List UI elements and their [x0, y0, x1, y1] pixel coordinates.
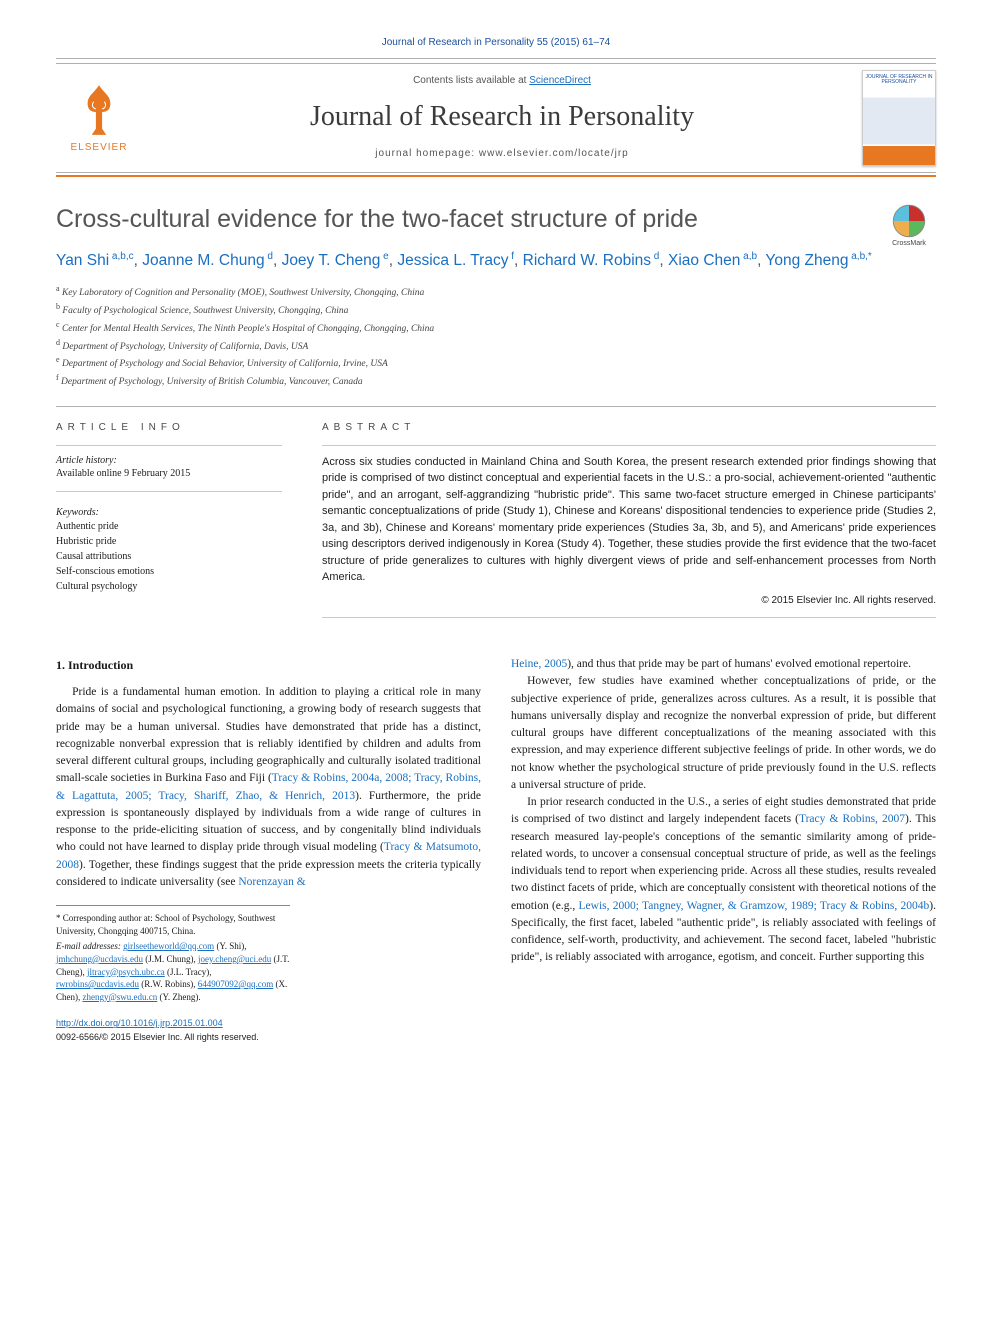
running-head: Journal of Research in Personality 55 (2…: [56, 36, 936, 50]
author-link[interactable]: Jessica L. Tracy: [397, 252, 508, 269]
publisher-name: ELSEVIER: [71, 141, 128, 155]
email-link[interactable]: zhengy@swu.edu.cn: [83, 992, 158, 1002]
body-text: ). This research measured lay-people's c…: [511, 813, 936, 911]
info-rule: [56, 491, 282, 492]
abstract-text: Across six studies conducted in Mainland…: [322, 454, 936, 586]
column-right: Heine, 2005), and thus that pride may be…: [511, 656, 936, 1044]
contents-line: Contents lists available at ScienceDirec…: [152, 74, 852, 88]
body-text: ), and thus that pride may be part of hu…: [567, 658, 911, 670]
keywords-label: Keywords:: [56, 506, 282, 520]
doi-block: http://dx.doi.org/10.1016/j.jrp.2015.01.…: [56, 1017, 481, 1044]
paragraph: Heine, 2005), and thus that pride may be…: [511, 656, 936, 673]
citation-link[interactable]: Lewis, 2000; Tangney, Wagner, & Gramzow,…: [579, 900, 930, 912]
author-link[interactable]: Joanne M. Chung: [142, 252, 264, 269]
body-text: However, few studies have examined wheth…: [511, 675, 936, 791]
affiliation-line: e Department of Psychology and Social Be…: [56, 354, 936, 372]
author-affil-marker: a,b: [740, 251, 757, 262]
info-rule: [322, 445, 936, 446]
author-link[interactable]: Joey T. Cheng: [282, 252, 381, 269]
author-link[interactable]: Yan Shi: [56, 252, 109, 269]
email-who: (J.M. Chung): [145, 954, 193, 964]
keyword-item: Hubristic pride: [56, 534, 282, 549]
keyword-item: Self-conscious emotions: [56, 564, 282, 579]
doi-link[interactable]: http://dx.doi.org/10.1016/j.jrp.2015.01.…: [56, 1018, 223, 1028]
author-link[interactable]: Richard W. Robins: [523, 252, 651, 269]
citation-link[interactable]: Heine, 2005: [511, 658, 567, 670]
citation-link[interactable]: Norenzayan &: [238, 876, 305, 888]
email-link[interactable]: rwrobins@ucdavis.edu: [56, 979, 139, 989]
abstract-heading: ABSTRACT: [322, 421, 936, 435]
author-affil-marker: f: [508, 251, 514, 262]
section-heading: 1. Introduction: [56, 656, 481, 674]
masthead-center: Contents lists available at ScienceDirec…: [152, 74, 852, 161]
sciencedirect-link[interactable]: ScienceDirect: [529, 75, 591, 86]
issn-copyright: 0092-6566/© 2015 Elsevier Inc. All right…: [56, 1031, 481, 1045]
paragraph: However, few studies have examined wheth…: [511, 673, 936, 794]
email-who: (Y. Zheng): [160, 992, 199, 1002]
masthead: ELSEVIER Contents lists available at Sci…: [56, 63, 936, 173]
journal-cover-thumb[interactable]: JOURNAL OF RESEARCH IN PERSONALITY: [862, 70, 936, 166]
info-rule: [322, 617, 936, 618]
keyword-item: Cultural psychology: [56, 579, 282, 594]
abstract-panel: ABSTRACT Across six studies conducted in…: [322, 421, 936, 626]
journal-title: Journal of Research in Personality: [152, 98, 852, 136]
author-affil-marker: a,b,c: [109, 251, 133, 262]
article-info-row: ARTICLE INFO Article history: Available …: [56, 406, 936, 626]
journal-homepage[interactable]: journal homepage: www.elsevier.com/locat…: [152, 147, 852, 161]
publisher-logo[interactable]: ELSEVIER: [56, 72, 142, 164]
article-info-panel: ARTICLE INFO Article history: Available …: [56, 421, 282, 626]
column-left: 1. Introduction Pride is a fundamental h…: [56, 656, 481, 1044]
affiliation-line: d Department of Psychology, University o…: [56, 337, 936, 355]
author-affil-marker: d: [651, 251, 659, 262]
affiliation-line: a Key Laboratory of Cognition and Person…: [56, 283, 936, 301]
affiliation-line: c Center for Mental Health Services, The…: [56, 319, 936, 337]
orange-rule: [56, 175, 936, 177]
email-link[interactable]: girlseetheworld@qq.com: [123, 941, 214, 951]
crossmark-icon: [891, 203, 927, 239]
author-affil-marker: a,b,*: [848, 251, 871, 262]
article-info-heading: ARTICLE INFO: [56, 421, 282, 435]
email-who: (J.L. Tracy): [167, 967, 209, 977]
author-affil-marker: e: [380, 251, 388, 262]
citation-link[interactable]: Tracy & Robins, 2007: [799, 813, 905, 825]
email-link[interactable]: jltracy@psych.ubc.ca: [87, 967, 165, 977]
paragraph: Pride is a fundamental human emotion. In…: [56, 684, 481, 891]
cover-text: JOURNAL OF RESEARCH IN PERSONALITY: [863, 71, 935, 86]
abstract-copyright: © 2015 Elsevier Inc. All rights reserved…: [322, 594, 936, 608]
body-columns: 1. Introduction Pride is a fundamental h…: [56, 656, 936, 1044]
cover-bottom-band: [863, 146, 935, 165]
crossmark-label: CrossMark: [892, 239, 926, 248]
author-affil-marker: d: [265, 251, 273, 262]
footnotes-block: * Corresponding author at: School of Psy…: [56, 905, 290, 1003]
elsevier-tree-icon: [73, 81, 125, 139]
email-link[interactable]: joey.cheng@uci.edu: [198, 954, 271, 964]
rule-top: [56, 58, 936, 59]
keywords-list: Authentic prideHubristic prideCausal att…: [56, 519, 282, 594]
corresponding-author-note: * Corresponding author at: School of Psy…: [56, 912, 290, 937]
affiliation-list: a Key Laboratory of Cognition and Person…: [56, 283, 936, 390]
info-rule: [56, 445, 282, 446]
crossmark-badge[interactable]: CrossMark: [882, 203, 936, 248]
email-addresses: E-mail addresses: girlseetheworld@qq.com…: [56, 940, 290, 1003]
affiliation-line: b Faculty of Psychological Science, Sout…: [56, 301, 936, 319]
history-label: Article history:: [56, 454, 282, 468]
author-link[interactable]: Yong Zheng: [765, 252, 848, 269]
email-prefix: E-mail addresses:: [56, 941, 123, 951]
email-who: (Y. Shi): [216, 941, 244, 951]
keyword-item: Authentic pride: [56, 519, 282, 534]
history-date: Available online 9 February 2015: [56, 467, 282, 481]
author-list: Yan Shi a,b,c, Joanne M. Chung d, Joey T…: [56, 250, 936, 273]
author-link[interactable]: Xiao Chen: [668, 252, 740, 269]
keyword-item: Causal attributions: [56, 549, 282, 564]
email-link[interactable]: jmhchung@ucdavis.edu: [56, 954, 143, 964]
body-text: Pride is a fundamental human emotion. In…: [56, 686, 481, 784]
paragraph: In prior research conducted in the U.S.,…: [511, 794, 936, 967]
email-who: (R.W. Robins): [141, 979, 193, 989]
article-title: Cross-cultural evidence for the two-face…: [56, 203, 698, 237]
affiliation-line: f Department of Psychology, University o…: [56, 372, 936, 390]
email-link[interactable]: 644907092@qq.com: [198, 979, 274, 989]
contents-prefix: Contents lists available at: [413, 75, 529, 86]
